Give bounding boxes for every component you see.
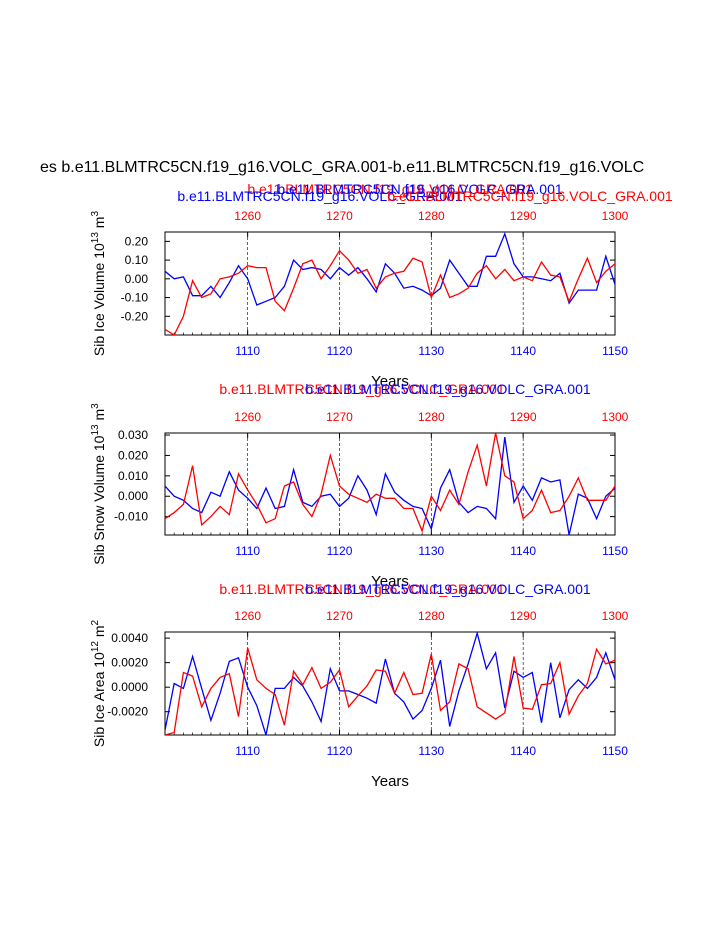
panel2-frame — [164, 432, 616, 536]
panel1-ytick-label: 0.00 — [125, 272, 149, 286]
panel2-xtick-label-bottom: 1130 — [418, 544, 444, 558]
panel1-xtick-label-bottom: 1110 — [235, 344, 260, 358]
panel1-xtick-label-bottom: 1150 — [602, 344, 628, 358]
panel2-xtick-label-top: 1260 — [234, 410, 261, 424]
panel3-ytick-label: 0.0020 — [111, 656, 148, 670]
panel1-xtick-label-top: 1300 — [602, 209, 629, 223]
panel3-xtick-label-top: 1280 — [418, 609, 445, 623]
panel3-title-red: b.e11.BLMTRC5CN.f19_g16.VOLC_GRA.001 — [219, 581, 505, 597]
panel1-title-red: b.e11.BLMTRC5CN.f19_g16.VOLC_GRA.001 — [247, 181, 533, 197]
panel3-xtick-label-bottom: 1150 — [602, 744, 628, 758]
panel2-title-blue: b.e11.BLMTRC5CN.f19_g16.VOLC_GRA.001 — [305, 381, 591, 397]
panel2-xtick-label-top: 1270 — [326, 410, 353, 424]
panel2-series-red — [165, 433, 615, 533]
panel3-xtick-label-top: 1270 — [326, 609, 353, 623]
panel3-xlabel: Years — [371, 773, 409, 790]
panel1-title-red2: b.e11.BLMTRC5CN.f19_g16.VOLC_GRA.001 — [387, 188, 673, 204]
panel2-ytick-label: 0.010 — [118, 469, 148, 483]
panel1-xtick-label-top: 1280 — [418, 209, 445, 223]
panel3-ytick-label: -0.0020 — [107, 705, 148, 719]
panel2-ytick-label: 0.030 — [118, 428, 148, 442]
panel3-xtick-label-bottom: 1110 — [235, 744, 260, 758]
panel2-xtick-label-bottom: 1150 — [602, 544, 628, 558]
panel3-ylabel: Sib Ice Area 1012 m2 — [90, 619, 107, 747]
main-title: es b.e11.BLMTRC5CN.f19_g16.VOLC_GRA.001-… — [40, 159, 644, 176]
panel1-ylabel: Sib Ice Volume 1013 m3 — [90, 211, 107, 357]
panel1-xtick-label-top: 1290 — [510, 209, 537, 223]
panel1-ytick-label: 0.20 — [125, 234, 149, 248]
panel3-xtick-label-bottom: 1120 — [327, 744, 353, 758]
panel3-xtick-label-top: 1300 — [602, 609, 629, 623]
panel2-ylabel: Sib Snow Volume 1013 m3 — [90, 403, 107, 565]
panel3-xtick-label-bottom: 1130 — [418, 744, 444, 758]
panel1-ytick-label: -0.20 — [121, 309, 149, 323]
panel1-title-blue-overlap: b.e11.BLMTRC5CN.f19_g16.VOLC_GRA.001 — [277, 181, 563, 197]
panel2-xtick-label-top: 1300 — [602, 410, 629, 424]
panel3-ytick-label: 0.0040 — [111, 631, 148, 645]
panel3-series-blue — [165, 632, 615, 735]
panel1-xtick-label-top: 1260 — [234, 209, 261, 223]
panel1-xtick-label-bottom: 1120 — [327, 344, 353, 358]
panel3-series-red — [165, 647, 615, 735]
panel2-ytick-label: 0.020 — [118, 448, 148, 462]
panel2-series-blue — [165, 437, 615, 535]
panel3-frame — [164, 631, 616, 736]
panel2-ytick-label: -0.010 — [114, 510, 148, 524]
panel1-xtick-label-top: 1270 — [326, 209, 353, 223]
panel1-frame — [164, 231, 616, 336]
panel2-xtick-label-bottom: 1140 — [510, 544, 536, 558]
panel3-xtick-label-bottom: 1140 — [510, 744, 536, 758]
panel2-ytick-label: 0.000 — [118, 489, 148, 503]
panel1-series-blue — [165, 232, 615, 306]
panel1-xtick-label-bottom: 1130 — [418, 344, 444, 358]
panel2-xtick-label-bottom: 1110 — [235, 544, 260, 558]
panel2-xtick-label-top: 1290 — [510, 410, 537, 424]
panel2-xlabel: Years — [371, 573, 409, 590]
panel1-xlabel: Years — [371, 373, 409, 390]
panel3-xtick-label-top: 1260 — [234, 609, 261, 623]
panel1-ytick-label: -0.10 — [121, 291, 149, 305]
panel3-title-blue: b.e11.BLMTRC5CN.f19_g16.VOLC_GRA.001 — [305, 581, 591, 597]
panel1-xtick-label-bottom: 1140 — [510, 344, 536, 358]
panel3-ytick-label: 0.0000 — [111, 680, 148, 694]
panel1-series-red — [165, 249, 615, 335]
panel3-xtick-label-top: 1290 — [510, 609, 537, 623]
panel1-ytick-label: 0.10 — [125, 253, 149, 267]
panel1-title-blue: b.e11.BLMTRC5CN.f19_g16.VOLC_GRA.001 — [177, 188, 463, 204]
panel2-xtick-label-top: 1280 — [418, 410, 445, 424]
panel2-xtick-label-bottom: 1120 — [327, 544, 353, 558]
panel2-title-red: b.e11.BLMTRC5CN.f19_g16.VOLC_GRA.001 — [219, 381, 505, 397]
